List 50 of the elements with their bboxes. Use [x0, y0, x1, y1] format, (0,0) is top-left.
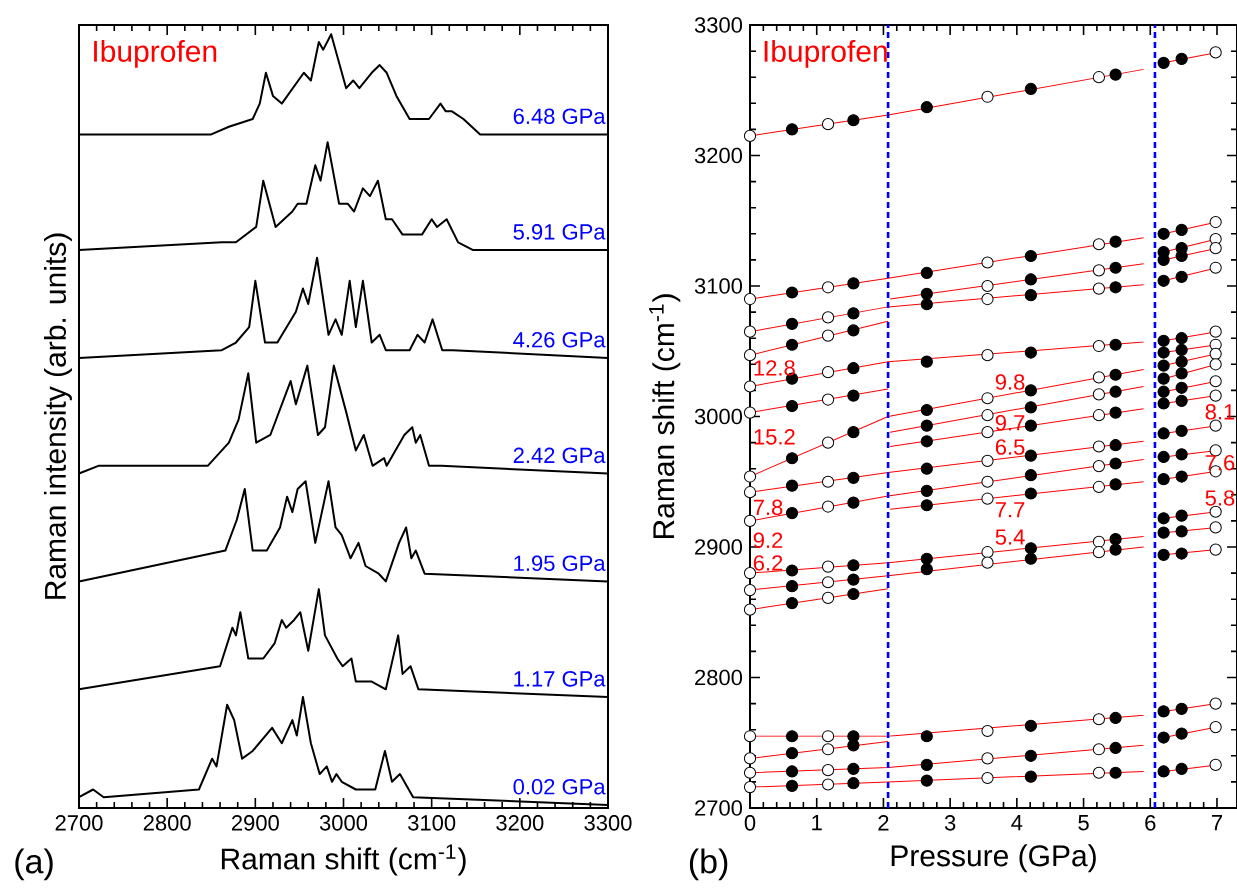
y-tick-label: 3100	[694, 278, 743, 294]
x-tick-label: 3100	[408, 815, 456, 831]
annotation: 6.5	[995, 439, 1025, 455]
chart-title: Ibuprofen	[764, 39, 887, 68]
x-tick-label: 0	[744, 815, 756, 831]
x-tick-label: 2900	[231, 815, 279, 831]
x-tick-label: 2700	[55, 815, 103, 831]
chart-title: Ibuprofen	[94, 39, 217, 68]
x-tick-label: 1	[812, 815, 822, 831]
y-tick-label: 2900	[695, 539, 743, 555]
y-tick-label: 3300	[694, 17, 743, 33]
x-tick-label: 2	[878, 815, 889, 831]
annotation: 6.2	[753, 555, 783, 571]
y-tick-label: 2800	[695, 669, 743, 686]
annotation: 5.8	[1205, 490, 1235, 506]
annotation: 7.6	[1205, 454, 1235, 471]
y-axis-title: Raman shift (cm$^{-1}$)	[649, 294, 681, 539]
series-label: 1.17 GPa	[514, 671, 606, 687]
series-label: 0.02 GPa	[513, 778, 606, 795]
annotation: 5.4	[995, 529, 1025, 545]
x-tick-label: 3000	[319, 815, 368, 831]
annotation: 8.1	[1205, 404, 1235, 420]
y-tick-label: 2700	[695, 800, 743, 816]
x-tick-label: 7	[1212, 815, 1223, 831]
series-label: 5.91 GPa	[513, 224, 606, 240]
x-tick-label: 4	[1011, 815, 1023, 831]
x-tick-label: 6	[1145, 815, 1156, 831]
annotation: 15.2	[754, 429, 795, 445]
y-axis-title: Raman intensity (arb. units)	[43, 233, 72, 599]
text: (a)	[15, 848, 53, 881]
y-tick-label: 3000	[694, 408, 743, 425]
x-tick-label: 5	[1078, 815, 1089, 831]
x-tick-label: 2800	[143, 815, 191, 831]
x-tick-label: 3	[944, 815, 956, 831]
annotation: 9.8	[995, 374, 1025, 390]
annotation: 7.8	[753, 499, 783, 516]
annotation: 7.7	[995, 502, 1025, 518]
annotation: 12.8	[754, 360, 795, 376]
series-label: 1.95 GPa	[514, 555, 606, 572]
annotation: 9.2	[753, 532, 783, 549]
x-axis-title: Raman shift (cm$^{-1}$)	[221, 844, 466, 876]
x-axis-title: Pressure (GPa)	[891, 844, 1096, 873]
series-label: 2.42 GPa	[513, 447, 606, 464]
series-label: 6.48 GPa	[513, 108, 606, 125]
x-tick-label: 3300	[584, 815, 632, 831]
series-label: 4.26 GPa	[513, 331, 606, 348]
annotation: 9.7	[995, 414, 1025, 431]
text: (b)	[689, 848, 728, 881]
y-tick-label: 3200	[694, 147, 743, 164]
x-tick-label: 3200	[496, 815, 544, 831]
